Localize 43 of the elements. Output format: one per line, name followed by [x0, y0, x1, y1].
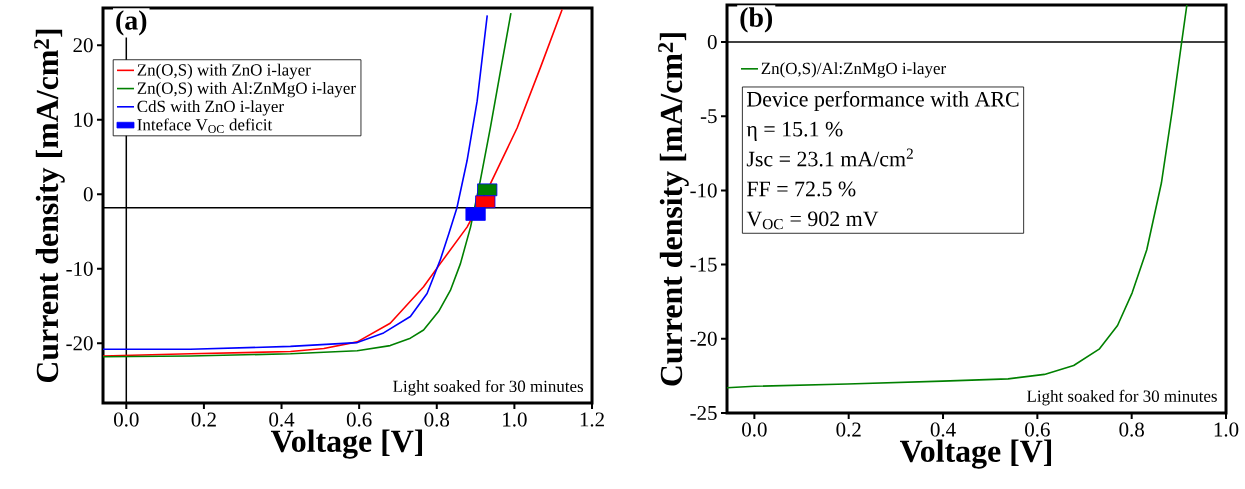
- legend-label: Zn(O,S)/Al:ZnMgO i-layer: [761, 62, 946, 78]
- x-tick-label: 0.8: [424, 412, 450, 427]
- legend-label: CdS with ZnO i-layer: [137, 100, 284, 116]
- y-tick-label: 0: [83, 187, 93, 202]
- y-tick-label: 20: [73, 38, 93, 53]
- x-tick-label: 1.0: [1214, 422, 1239, 437]
- annotation: FF = 72.5 %: [747, 181, 856, 197]
- annotation: η = 15.1 %: [746, 121, 843, 141]
- y-tick-label: -20: [66, 336, 93, 351]
- annotation: Jsc = 23.1 mA/cm$^{2}$: [746, 148, 913, 167]
- legend-label: Zn(O,S) with ZnO i-layer: [137, 63, 311, 80]
- annotation: Device performance with ARC: [747, 90, 1019, 112]
- x-tick-label: 0.2: [836, 422, 861, 437]
- annotation: Light soaked for 30 minutes: [1027, 389, 1217, 406]
- x-tick-label: 0.6: [1025, 422, 1050, 437]
- line-series: [727, 4, 1188, 389]
- annotation: Light soaked for 30 minutes: [393, 379, 584, 396]
- y-tick-label: -25: [690, 405, 717, 421]
- y-tick-label: -10: [690, 183, 717, 198]
- y-tick-label: -20: [690, 331, 717, 346]
- y-tick-label: 0: [707, 35, 717, 50]
- legend-label: Zn(O,S) with Al:ZnMgO i-layer: [137, 81, 356, 98]
- y-tick-label: 10: [74, 112, 93, 127]
- legend-label: Inteface V$_{OC}$ deficit: [137, 118, 273, 134]
- y-axis-title: Current density [mA/cm$^{2}$]: [34, 29, 65, 383]
- chart-title: (b): [740, 7, 773, 33]
- y-tick-label: -15: [690, 257, 717, 272]
- chart-title: (a): [116, 10, 147, 36]
- x-tick-label: 0.0: [114, 412, 139, 427]
- x-tick-label: 0.2: [191, 412, 216, 427]
- x-axis-title: Voltage [V]: [899, 439, 1052, 469]
- x-tick-label: 0.8: [1119, 422, 1144, 437]
- y-tick-label: -10: [66, 261, 93, 276]
- y-axis-title: Current density [mA/cm$^{2}$]: [658, 33, 689, 386]
- x-tick-label: 0.4: [269, 412, 295, 427]
- x-tick-label: 1.0: [503, 412, 527, 427]
- x-tick-label: 0.6: [346, 412, 372, 427]
- x-tick-label: 1.2: [580, 412, 604, 427]
- x-axis-title: Voltage [V]: [270, 429, 423, 459]
- y-tick-label: -5: [700, 109, 717, 124]
- x-tick-label: 0.0: [742, 422, 767, 437]
- annotation: V$_{OC}$ = 902 mV: [746, 211, 879, 230]
- x-tick-label: 0.4: [930, 422, 956, 437]
